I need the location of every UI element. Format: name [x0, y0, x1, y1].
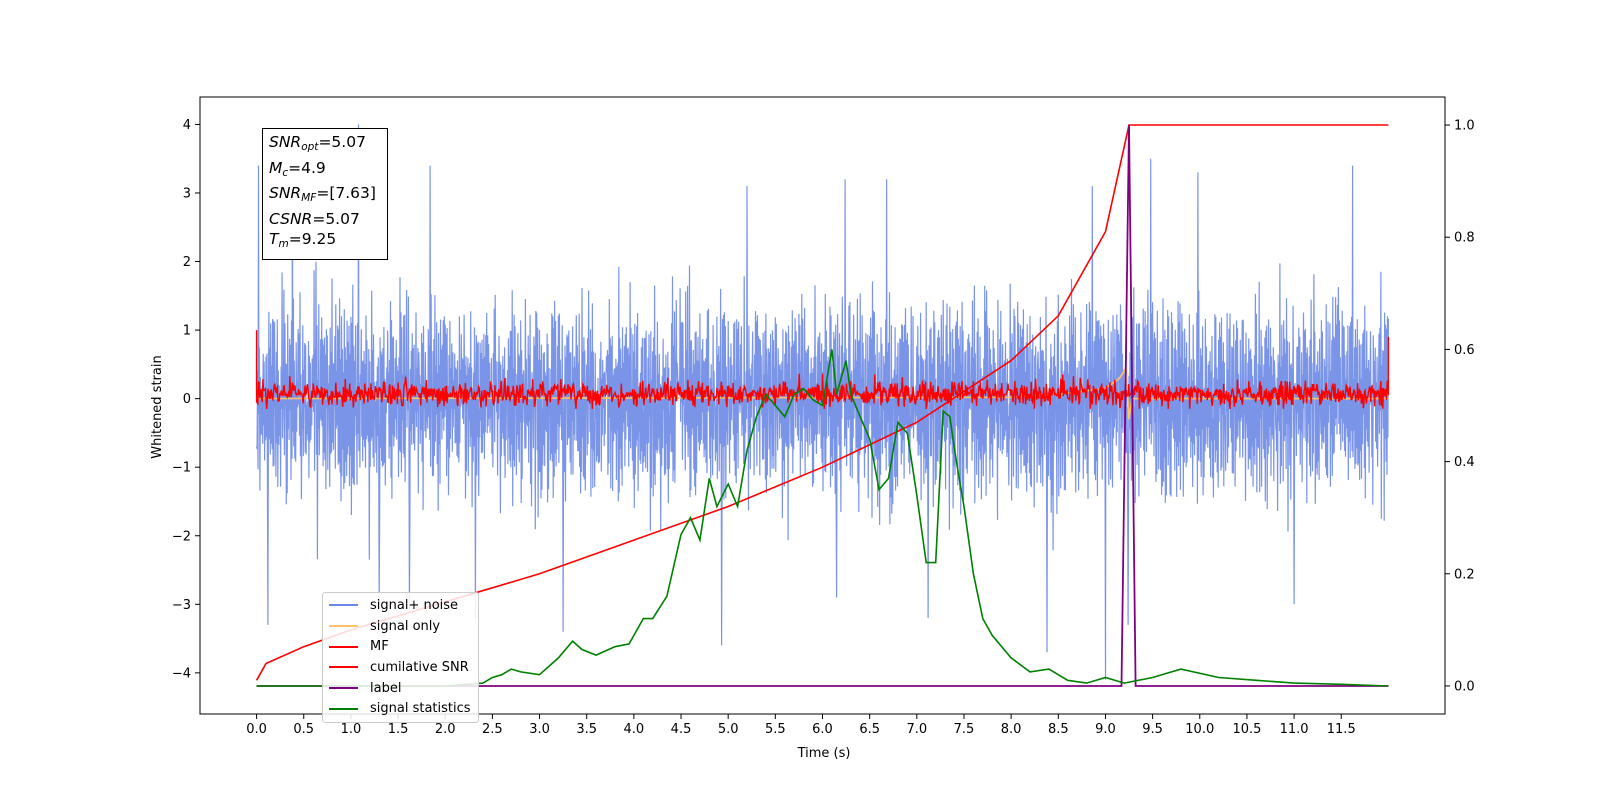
x-tick-label: 6.0 [812, 722, 833, 737]
x-tick-label: 7.5 [954, 722, 975, 737]
x-tick-label: 4.0 [624, 722, 645, 737]
x-tick-label: 6.5 [859, 722, 880, 737]
legend-item-label: label [329, 678, 472, 699]
mf-line [255, 330, 1390, 409]
legend-swatch [329, 666, 358, 669]
y2-tick-label: 0.0 [1454, 679, 1475, 694]
x-tick-label: 1.0 [341, 722, 362, 737]
y-tick-label: −2 [172, 529, 191, 544]
label-line [256, 124, 1389, 687]
legend-item-signal-noise: signal+ noise [329, 595, 472, 616]
x-tick-label: 11.5 [1327, 722, 1356, 737]
x-tick-label: 4.5 [671, 722, 692, 737]
y-tick-label: −1 [172, 461, 191, 476]
series-signal-statistics [256, 349, 1389, 687]
info-csnr: CSNR=5.07 [269, 209, 360, 228]
legend-swatch [329, 625, 358, 628]
y-tick-label: 1 [183, 324, 191, 339]
legend-item-signal-only: signal only [329, 616, 472, 637]
legend-swatch [329, 645, 358, 648]
y-tick-label: 2 [183, 255, 191, 270]
signal-statistics-line [256, 349, 1389, 687]
legend-item-signal-statistics: signal statistics [329, 698, 472, 719]
x-tick-label: 2.5 [482, 722, 503, 737]
y2-tick-label: 1.0 [1454, 119, 1475, 134]
info-tm: Tm=9.25 [269, 230, 337, 250]
signal-noise-line [256, 124, 1389, 680]
legend-swatch [329, 687, 358, 690]
info-snr-opt: SNRopt=5.07 [269, 133, 366, 153]
x-tick-label: 0.5 [293, 722, 314, 737]
y2-tick-label: 0.6 [1454, 343, 1475, 358]
series-signal-noise [256, 124, 1389, 680]
x-tick-label: 8.0 [1001, 722, 1022, 737]
series-label [256, 124, 1389, 687]
x-tick-label: 11.0 [1280, 722, 1309, 737]
legend: signal+ noise signal only MF cumilative … [322, 592, 479, 724]
y-tick-label: 0 [183, 392, 191, 407]
legend-swatch [329, 707, 358, 710]
x-axis-label: Time (s) [797, 746, 851, 761]
y-tick-label: 4 [183, 118, 191, 133]
x-tick-label: 9.0 [1095, 722, 1116, 737]
x-tick-label: 10.0 [1185, 722, 1214, 737]
y-tick-label: −4 [172, 666, 191, 681]
y2-tick-label: 0.2 [1454, 567, 1475, 582]
axes: 0.0 0.5 1.0 1.5 2.0 2.5 3.0 3.5 4.0 4.5 5.0 5.5 6.0 6… [172, 96, 1475, 737]
series-cumilative-snr [255, 124, 1389, 681]
x-tick-label: 5.5 [765, 722, 786, 737]
x-tick-label: 8.5 [1048, 722, 1069, 737]
y-axis-label: Whitened strain [150, 355, 165, 458]
x-tick-label: 2.0 [435, 722, 456, 737]
y2-tick-label: 0.4 [1454, 455, 1475, 470]
x-tick-label: 7.0 [906, 722, 927, 737]
y-tick-label: −3 [172, 598, 191, 613]
x-tick-label: 0.0 [246, 722, 267, 737]
info-snr-mf: SNRMF=[7.63] [269, 184, 376, 204]
legend-item-cumilative-snr: cumilative SNR [329, 657, 472, 678]
legend-swatch [329, 604, 358, 607]
series-mf [255, 330, 1390, 409]
stats-info-box: SNRopt=5.07 Mc=4.9 SNRMF=[7.63] CSNR=5.0… [262, 128, 388, 260]
cumilative-snr-line [255, 124, 1389, 681]
legend-item-mf: MF [329, 636, 472, 657]
y-tick-label: 3 [183, 186, 191, 201]
x-tick-label: 10.5 [1232, 722, 1261, 737]
y2-tick-label: 0.8 [1454, 231, 1475, 246]
x-tick-label: 5.0 [718, 722, 739, 737]
x-tick-label: 3.0 [529, 722, 550, 737]
info-mc: Mc=4.9 [269, 158, 326, 179]
x-tick-label: 3.5 [576, 722, 597, 737]
x-tick-label: 9.5 [1142, 722, 1163, 737]
x-tick-label: 1.5 [388, 722, 409, 737]
